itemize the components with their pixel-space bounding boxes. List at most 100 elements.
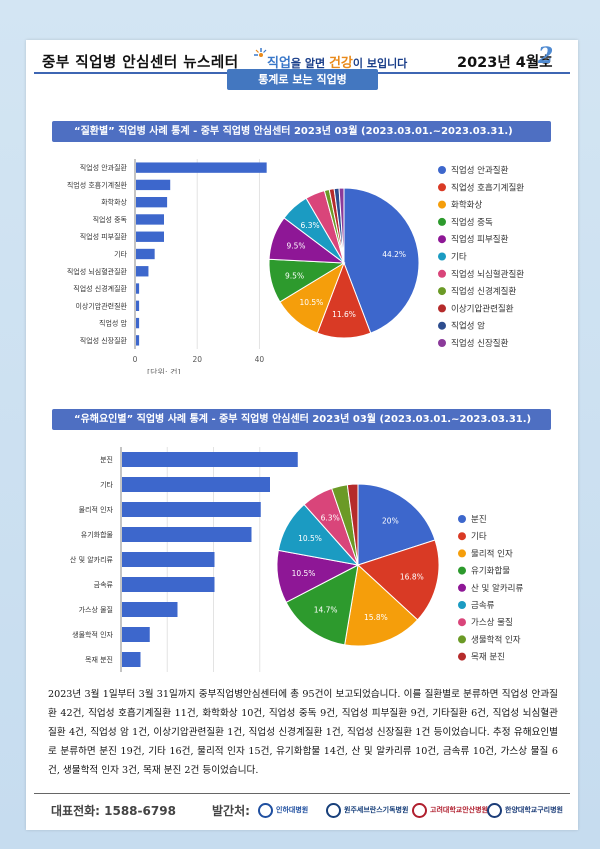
legend-label: 직업성 암 bbox=[451, 321, 485, 332]
category-label: 직업성 피부질환 bbox=[80, 232, 128, 241]
issue-date: 2023년 4월호 bbox=[457, 55, 553, 71]
category-label: 기타 bbox=[114, 250, 127, 259]
publisher-logo-hanyang-guri: 한양대학교구리병원 bbox=[487, 801, 563, 819]
phone-number: 대표전화: 1588-6798 bbox=[51, 804, 176, 818]
legend-label: 직업성 중독 bbox=[451, 217, 493, 228]
bar bbox=[122, 452, 298, 467]
legend-label: 가스상 물질 bbox=[471, 617, 513, 628]
tick-label: 20 bbox=[192, 355, 202, 364]
bar bbox=[122, 502, 261, 517]
legend-marker bbox=[438, 217, 446, 226]
bar bbox=[136, 300, 140, 311]
sparkle-icon bbox=[254, 48, 267, 57]
legend-label: 유기화합물 bbox=[471, 567, 510, 577]
category-label: 직업성 신장질환 bbox=[80, 336, 128, 345]
legend-marker bbox=[458, 583, 466, 592]
category-label: 유기화합물 bbox=[81, 530, 114, 539]
bar bbox=[122, 602, 178, 617]
legend-marker bbox=[438, 183, 446, 192]
tick-label: 40 bbox=[255, 355, 265, 364]
pie-slice bbox=[338, 187, 345, 264]
section-title: 통계로 보는 직업병 bbox=[227, 69, 378, 90]
slice-label: 14.7% bbox=[314, 606, 338, 615]
legend-label: 목재 분진 bbox=[471, 652, 505, 663]
pie-slice bbox=[344, 564, 419, 647]
legend-marker bbox=[458, 635, 466, 644]
publisher-name: 고려대학교안산병원 bbox=[430, 806, 488, 814]
summary-paragraph: 2023년 3월 1일부터 3월 31일까지 중부직업병안심센터에 총 95건이… bbox=[48, 689, 558, 776]
legend-marker bbox=[438, 269, 446, 278]
bar bbox=[136, 231, 164, 242]
bar bbox=[136, 162, 267, 173]
pie-slice bbox=[285, 564, 359, 646]
legend-marker bbox=[438, 321, 446, 330]
pie-slice bbox=[357, 539, 440, 621]
legend-marker bbox=[458, 549, 466, 558]
newsletter-title: 중부 직업병 안심센터 뉴스레터 bbox=[42, 55, 239, 71]
legend-label: 직업성 안과질환 bbox=[451, 165, 509, 176]
publisher-name: 한양대학교구리병원 bbox=[505, 806, 563, 814]
category-label: 가스상 물질 bbox=[79, 605, 113, 614]
bar bbox=[122, 652, 141, 667]
slogan-text-2: 이 보입니다 bbox=[352, 57, 408, 70]
slice-label: 9.5% bbox=[285, 272, 304, 281]
bar bbox=[136, 197, 168, 208]
category-label: 직업성 중독 bbox=[93, 215, 128, 224]
page-number: 2 bbox=[538, 43, 554, 69]
legend-marker bbox=[438, 200, 446, 209]
slogan-keyword-health: 건강 bbox=[328, 56, 353, 71]
slice-label: 11.6% bbox=[332, 310, 356, 319]
category-label: 생물학적 인자 bbox=[72, 630, 113, 639]
slice-label: 10.5% bbox=[298, 534, 322, 543]
category-label: 목재 분진 bbox=[85, 655, 113, 664]
legend-marker bbox=[458, 532, 466, 541]
bar bbox=[136, 266, 149, 277]
slice-label: 16.8% bbox=[400, 573, 424, 582]
publisher-name: 원주세브란스기독병원 bbox=[344, 806, 409, 814]
legend-marker bbox=[438, 339, 446, 347]
slogan-text-1: 을 알면 bbox=[290, 57, 329, 70]
category-label: 직업성 호흡기계질환 bbox=[67, 180, 128, 189]
hazard-chart-title: “유해요인별” 직업병 사례 통계 - 중부 직업병 안심센터 2023년 03… bbox=[52, 409, 551, 430]
publisher-name: 인하대병원 bbox=[276, 806, 309, 814]
slice-label: 9.5% bbox=[287, 242, 306, 251]
slice-label: 10.5% bbox=[299, 298, 323, 307]
legend-marker bbox=[458, 566, 466, 575]
bar bbox=[122, 552, 215, 567]
pie-slice bbox=[346, 483, 359, 566]
legend-label: 직업성 피부질환 bbox=[451, 234, 509, 245]
hanyang-guri-logo bbox=[487, 802, 502, 818]
slogan-keyword-job: 직업 bbox=[267, 56, 291, 71]
legend-label: 직업성 신장질환 bbox=[451, 338, 509, 349]
inha-hospital-logo bbox=[258, 802, 273, 818]
tick-label: 0 bbox=[133, 355, 138, 364]
category-label: 직업성 안과질환 bbox=[80, 163, 128, 172]
legend-marker bbox=[438, 166, 446, 174]
category-label: 기타 bbox=[100, 480, 113, 489]
publisher-logo-korea-ansan: 고려대학교안산병원 bbox=[412, 801, 488, 819]
legend-label: 생물학적 인자 bbox=[471, 634, 521, 645]
bar bbox=[122, 577, 215, 592]
legend-label: 직업성 뇌심혈관질환 bbox=[451, 269, 524, 280]
legend-label: 기타 bbox=[451, 253, 467, 263]
slice-label: 20% bbox=[382, 516, 399, 525]
legend-label: 물리적 인자 bbox=[471, 548, 513, 559]
legend-label: 금속류 bbox=[471, 601, 495, 611]
legend-marker bbox=[438, 235, 446, 244]
publisher-logo-wonju: 원주세브란스기독병원 bbox=[326, 801, 408, 819]
bar bbox=[136, 248, 155, 260]
slice-label: 44.2% bbox=[382, 250, 406, 259]
bar bbox=[136, 214, 164, 225]
category-label: 직업성 뇌심혈관질환 bbox=[67, 267, 128, 276]
legend-label: 직업성 호흡기계질환 bbox=[451, 182, 524, 193]
bar bbox=[136, 317, 140, 329]
legend-label: 분진 bbox=[471, 514, 487, 525]
bar bbox=[122, 477, 270, 492]
bar bbox=[136, 179, 171, 191]
legend-label: 이상기압관련질환 bbox=[451, 303, 514, 314]
legend-marker bbox=[458, 652, 466, 661]
korea-univ-ansan-logo bbox=[412, 802, 427, 818]
newsletter-page: 중부 직업병 안심센터 뉴스레터 직업을 알면 건강이 보입니다 2023년 4… bbox=[26, 40, 578, 830]
legend-marker bbox=[458, 601, 466, 609]
